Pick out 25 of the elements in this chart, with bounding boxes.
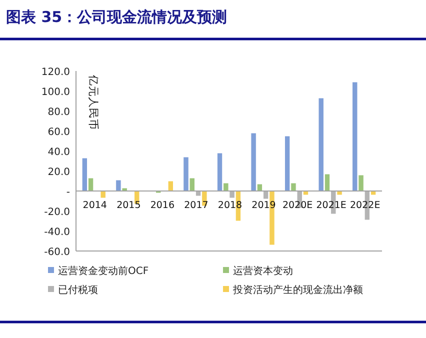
x-tick-label: 2022E [350, 200, 380, 211]
y-tick-label: 120.0 [41, 67, 70, 78]
title: 图表 35：公司现金流情况及预测 [6, 8, 228, 26]
legend-label: 运营资本变动 [233, 265, 293, 277]
x-tick-label: 2015 [116, 200, 141, 211]
bar [100, 190, 106, 198]
bar [168, 180, 174, 192]
legend-label: 投资活动产生的现金流出净额 [232, 284, 363, 296]
y-tick-label: - [66, 187, 70, 198]
y-tick-label: -20.0 [44, 207, 70, 218]
x-tick-label: 2014 [82, 200, 107, 211]
y-tick-label: 60.0 [48, 127, 70, 138]
y-tick-label: 20.0 [48, 167, 70, 178]
x-tick-label: 2020E [282, 200, 313, 211]
y-tick-label: 40.0 [48, 147, 70, 158]
y-tick-label: 100.0 [41, 87, 70, 98]
legend-label: 已付税项 [58, 284, 98, 296]
x-tick-label: 2016 [150, 200, 175, 211]
y-axis-title: 亿元人民币 [87, 74, 100, 130]
x-tick-label: 2017 [184, 200, 208, 211]
y-tick-label: -40.0 [44, 227, 70, 238]
x-tick-label: 2021E [316, 200, 346, 211]
legend-label: 运营资金变动前OCF [58, 265, 149, 277]
y-tick-label: -60.0 [44, 247, 70, 258]
y-tick-label: 80.0 [48, 107, 70, 118]
